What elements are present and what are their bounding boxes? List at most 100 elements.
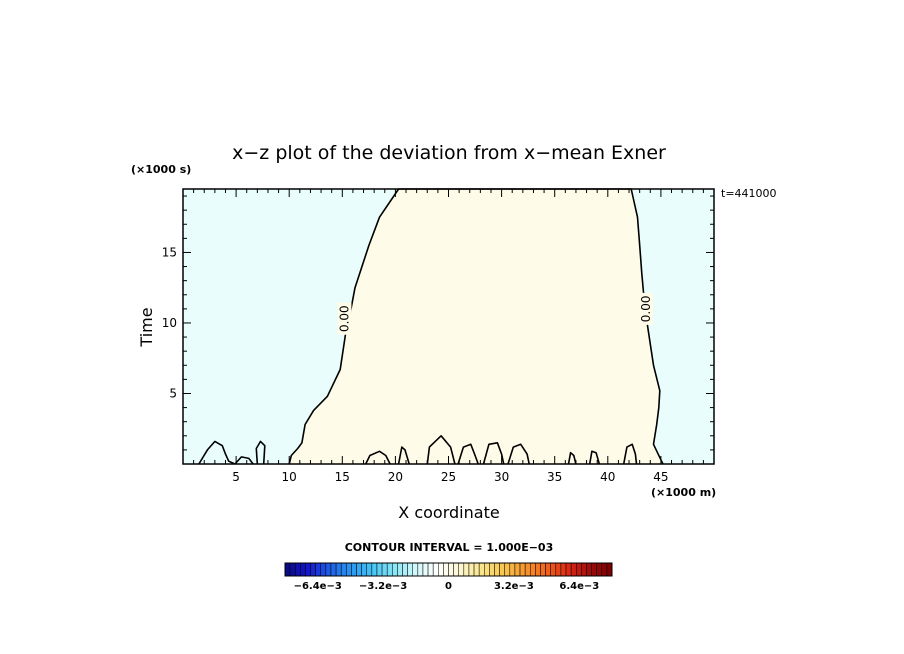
y-tick-label: 5 xyxy=(169,386,177,400)
chart-title: x−z plot of the deviation from x−mean Ex… xyxy=(232,142,666,164)
contour-line-zero-small xyxy=(457,443,479,465)
colorbar-tick-label: 0 xyxy=(445,581,452,592)
colorbar-tick-label: 3.2e−3 xyxy=(494,581,534,592)
contour-label-mask xyxy=(337,302,352,335)
colorbar-cell xyxy=(371,562,378,577)
contour-line-zero-small xyxy=(426,435,456,465)
contour-line-zero-small xyxy=(588,450,601,465)
colorbar-cell xyxy=(596,562,603,577)
colorbar-cell xyxy=(356,562,362,577)
colorbar-tick-label: −6.4e−3 xyxy=(294,581,342,592)
colorbar-cell xyxy=(289,562,296,577)
colorbar-tick-label: 6.4e−3 xyxy=(559,581,599,592)
colorbar-cell xyxy=(417,562,424,577)
contour-line-zero-small xyxy=(198,440,236,465)
x-axis-units: (×1000 m) xyxy=(651,486,716,499)
colorbar-cell xyxy=(448,562,454,577)
y-axis-label: Time xyxy=(137,307,156,347)
colorbar-cell xyxy=(484,562,490,577)
colorbar-cell xyxy=(458,562,465,577)
contour-line-zero-small xyxy=(364,450,391,465)
contour-line-zero-small xyxy=(255,440,266,465)
colorbar-cell xyxy=(463,562,470,577)
colorbar-cell xyxy=(545,562,551,577)
colorbar-cell xyxy=(381,562,388,577)
x-tick-label: 25 xyxy=(441,470,456,484)
x-tick-label: 45 xyxy=(653,470,668,484)
colorbar-cell xyxy=(519,562,526,577)
x-tick-label: 30 xyxy=(494,470,509,484)
colorbar-cell xyxy=(575,562,582,577)
colorbar-cell xyxy=(560,562,567,577)
colorbar-cell xyxy=(494,562,500,577)
colorbar-cell xyxy=(294,562,301,577)
colorbar-cell xyxy=(427,562,434,577)
x-tick-label: 15 xyxy=(335,470,350,484)
y-tick-label: 15 xyxy=(162,245,177,259)
positive-region xyxy=(289,189,663,464)
colorbar-cell xyxy=(535,562,541,577)
colorbar-cell xyxy=(540,562,546,577)
colorbar-cell xyxy=(601,562,608,577)
colorbar-cell xyxy=(489,562,495,577)
colorbar-cell xyxy=(591,562,597,577)
y-axis-units: (×1000 s) xyxy=(131,163,191,176)
time-stamp: t=441000 xyxy=(721,187,777,200)
contour-line-zero-small xyxy=(397,446,410,465)
colorbar-cell xyxy=(530,562,536,577)
colorbar-cell xyxy=(412,562,419,577)
colorbar-cell xyxy=(550,562,557,577)
colorbar-cell xyxy=(565,562,572,577)
x-tick-label: 10 xyxy=(282,470,297,484)
colorbar-cell xyxy=(581,562,587,577)
contour-line-zero-small xyxy=(482,442,505,465)
colorbar-cell xyxy=(606,562,613,577)
colorbar-cell xyxy=(473,562,480,577)
y-tick-label: 10 xyxy=(162,316,177,330)
colorbar-cell xyxy=(305,562,311,577)
colorbar-cell xyxy=(351,562,357,577)
colorbar-cell xyxy=(392,562,398,577)
colorbar-cell xyxy=(315,562,322,577)
contour-line-zero-small xyxy=(507,443,530,465)
colorbar-cell xyxy=(468,562,475,577)
colorbar-cell xyxy=(499,562,505,577)
colorbar-cell xyxy=(504,562,511,577)
colorbar-cell xyxy=(335,562,342,577)
colorbar-cell xyxy=(453,562,459,577)
contour-label: 0.00 xyxy=(337,305,351,332)
colorbar-cell xyxy=(366,562,373,577)
colorbar-cell xyxy=(300,562,306,577)
colorbar-title: CONTOUR INTERVAL = 1.000E−03 xyxy=(345,541,554,554)
contour-label-mask xyxy=(639,292,654,325)
colorbar-cell xyxy=(478,562,485,577)
colorbar-cell xyxy=(443,562,449,577)
colorbar-cell xyxy=(432,562,439,577)
colorbar-cell xyxy=(524,562,531,577)
colorbar-cell xyxy=(407,562,413,577)
colorbar-cell xyxy=(284,562,291,577)
colorbar-cell xyxy=(376,562,383,577)
x-tick-label: 20 xyxy=(388,470,403,484)
colorbar-cell xyxy=(361,562,368,577)
colorbar-cell xyxy=(386,562,393,577)
contour-line-zero-small xyxy=(567,451,577,465)
colorbar-cell xyxy=(397,562,403,577)
x-tick-label: 5 xyxy=(232,470,240,484)
x-tick-label: 35 xyxy=(547,470,562,484)
colorbar-cell xyxy=(509,562,516,577)
colorbar-cell xyxy=(570,562,577,577)
colorbar-cell xyxy=(555,562,562,577)
colorbar-cell xyxy=(320,562,327,577)
colorbar-cell xyxy=(586,562,592,577)
colorbar-cell xyxy=(402,562,408,577)
contour-line-zero-small xyxy=(234,456,254,465)
contour-line-zero-small xyxy=(622,443,638,465)
colorbar-cell xyxy=(422,562,429,577)
colorbar-cell xyxy=(346,562,352,577)
contour-label: 0.00 xyxy=(639,296,653,323)
colorbar-cell xyxy=(514,562,521,577)
x-axis-label: X coordinate xyxy=(398,503,499,522)
colorbar-cell xyxy=(325,562,332,577)
colorbar-cell xyxy=(438,562,444,577)
